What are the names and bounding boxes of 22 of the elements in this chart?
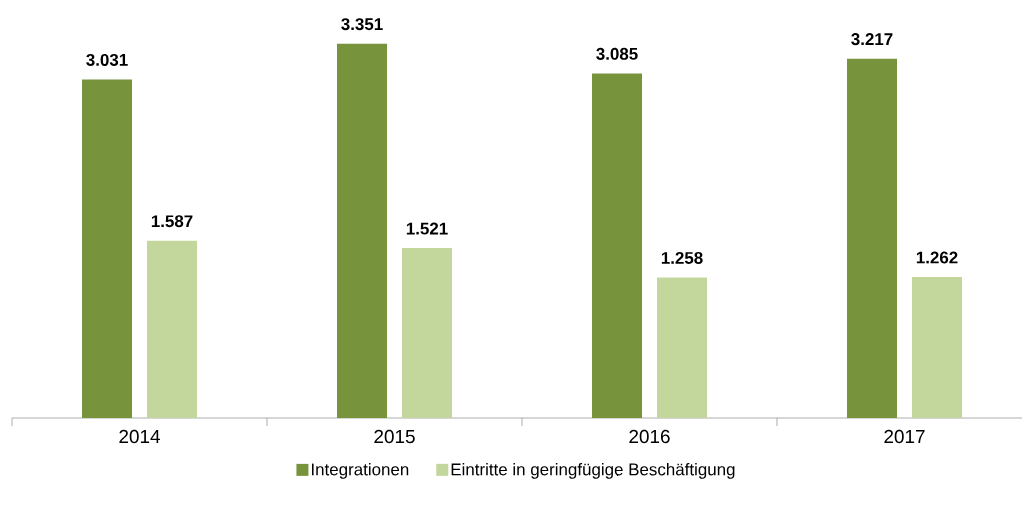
bar xyxy=(82,79,132,418)
bar xyxy=(147,240,197,418)
bar xyxy=(657,277,707,418)
data-label: 1.587 xyxy=(151,215,193,228)
bar xyxy=(911,277,962,418)
x-tick-label: 2014 xyxy=(119,429,160,444)
bar xyxy=(592,73,642,418)
legend-label: Eintritte in geringfügige Beschäftigung xyxy=(451,463,735,479)
bar xyxy=(402,248,452,418)
bar xyxy=(846,58,897,418)
data-label: 1.258 xyxy=(661,251,703,264)
bar xyxy=(337,43,387,418)
x-tick-label: 2016 xyxy=(629,429,670,444)
legend-label: Integrationen xyxy=(311,463,409,479)
data-label: 3.217 xyxy=(851,33,893,46)
data-label: 1.262 xyxy=(916,251,958,264)
data-label: 3.351 xyxy=(341,18,383,31)
data-label: 3.085 xyxy=(596,47,638,60)
data-label: 1.521 xyxy=(406,222,448,235)
x-tick-label: 2017 xyxy=(884,429,925,444)
x-tick-label: 2015 xyxy=(374,429,415,444)
data-label: 3.031 xyxy=(86,53,128,66)
